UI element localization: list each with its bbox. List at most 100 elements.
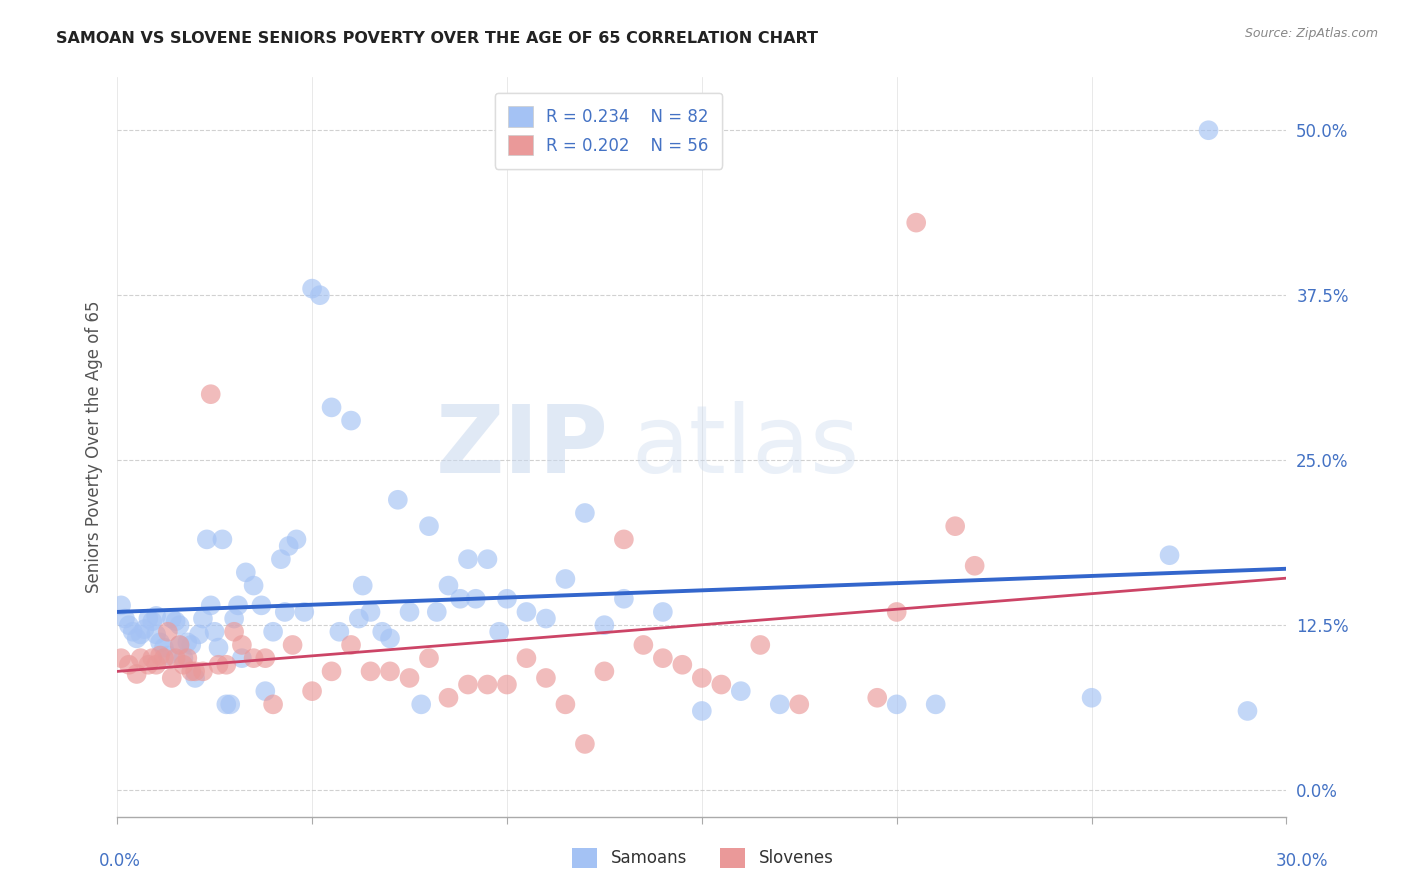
Point [437, 690, 460, 705]
Point [145, 657, 167, 672]
Point [160, 671, 183, 685]
Point [1159, 548, 1181, 562]
Point [149, 635, 172, 649]
Text: atlas: atlas [631, 401, 860, 493]
Point [488, 624, 510, 639]
Point [285, 533, 308, 547]
Text: 30.0%: 30.0% [1277, 852, 1329, 870]
Point [153, 651, 176, 665]
Point [277, 539, 299, 553]
Point [1080, 690, 1102, 705]
Point [215, 657, 238, 672]
Point [437, 578, 460, 592]
Point [180, 665, 202, 679]
Point [690, 704, 713, 718]
Point [118, 618, 141, 632]
Point [153, 640, 176, 655]
Point [387, 492, 409, 507]
Y-axis label: Seniors Poverty Over the Age of 65: Seniors Poverty Over the Age of 65 [86, 301, 103, 593]
Point [671, 657, 693, 672]
Point [207, 640, 229, 655]
Point [321, 401, 343, 415]
Point [160, 611, 183, 625]
Point [169, 638, 191, 652]
Point [613, 591, 636, 606]
Point [121, 624, 143, 639]
Point [749, 638, 772, 652]
Point [226, 599, 249, 613]
Point [464, 591, 486, 606]
Point [231, 638, 253, 652]
Point [963, 558, 986, 573]
Point [769, 698, 792, 712]
Point [340, 638, 363, 652]
Point [347, 611, 370, 625]
Point [418, 651, 440, 665]
Point [1236, 704, 1258, 718]
Point [690, 671, 713, 685]
Point [574, 506, 596, 520]
Point [651, 651, 673, 665]
Point [254, 684, 277, 698]
Point [138, 611, 160, 625]
Point [787, 698, 810, 712]
Point [281, 638, 304, 652]
Point [352, 578, 374, 592]
Point [360, 665, 382, 679]
Point [172, 657, 194, 672]
Point [411, 698, 433, 712]
Point [254, 651, 277, 665]
Point [250, 599, 273, 613]
Point [242, 578, 264, 592]
Point [231, 651, 253, 665]
Point [134, 622, 156, 636]
Point [207, 657, 229, 672]
Point [554, 698, 576, 712]
Point [125, 632, 148, 646]
Point [398, 605, 420, 619]
Text: SAMOAN VS SLOVENE SENIORS POVERTY OVER THE AGE OF 65 CORRELATION CHART: SAMOAN VS SLOVENE SENIORS POVERTY OVER T… [56, 31, 818, 46]
Point [534, 671, 557, 685]
Point [138, 657, 160, 672]
Point [457, 677, 479, 691]
Point [534, 611, 557, 625]
Point [191, 665, 214, 679]
Point [129, 651, 152, 665]
Point [165, 614, 187, 628]
Point [172, 651, 194, 665]
Point [593, 665, 616, 679]
Point [219, 698, 242, 712]
Point [188, 627, 211, 641]
Point [574, 737, 596, 751]
Point [371, 624, 394, 639]
Point [129, 627, 152, 641]
Point [593, 618, 616, 632]
Point [274, 605, 297, 619]
Point [328, 624, 350, 639]
Point [191, 611, 214, 625]
Point [141, 651, 163, 665]
Point [360, 605, 382, 619]
Point [301, 282, 323, 296]
Point [176, 651, 198, 665]
Point [262, 624, 284, 639]
Point [125, 667, 148, 681]
Point [149, 648, 172, 663]
Legend: Samoans, Slovenes: Samoans, Slovenes [565, 841, 841, 875]
Point [169, 638, 191, 652]
Point [156, 648, 179, 663]
Point [943, 519, 966, 533]
Point [613, 533, 636, 547]
Point [633, 638, 655, 652]
Point [418, 519, 440, 533]
Point [211, 533, 233, 547]
Point [426, 605, 449, 619]
Point [200, 387, 222, 401]
Point [184, 665, 207, 679]
Point [378, 665, 401, 679]
Text: ZIP: ZIP [436, 401, 609, 493]
Point [156, 624, 179, 639]
Point [292, 605, 315, 619]
Point [110, 651, 132, 665]
Point [730, 684, 752, 698]
